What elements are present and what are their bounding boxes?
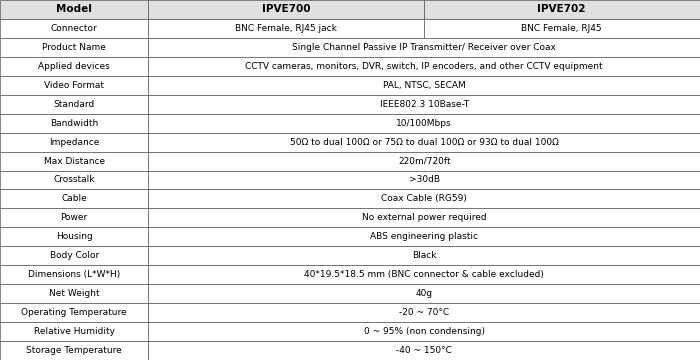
Text: Relative Humidity: Relative Humidity bbox=[34, 327, 115, 336]
Bar bbox=[148, 341, 700, 360]
Bar bbox=[148, 228, 700, 246]
Bar bbox=[0, 246, 148, 265]
Bar bbox=[148, 265, 700, 284]
Text: Black: Black bbox=[412, 251, 437, 260]
Bar bbox=[148, 76, 700, 95]
Text: 40*19.5*18.5 mm (BNC connector & cable excluded): 40*19.5*18.5 mm (BNC connector & cable e… bbox=[304, 270, 544, 279]
Text: Video Format: Video Format bbox=[44, 81, 104, 90]
Bar bbox=[148, 95, 700, 114]
Bar bbox=[0, 152, 148, 171]
Bar bbox=[148, 171, 700, 189]
Text: Net Weight: Net Weight bbox=[49, 289, 99, 298]
Bar bbox=[424, 19, 700, 38]
Text: Max Distance: Max Distance bbox=[43, 157, 105, 166]
Bar bbox=[0, 341, 148, 360]
Bar bbox=[148, 57, 700, 76]
Bar bbox=[148, 132, 700, 152]
Bar bbox=[0, 114, 148, 132]
Bar bbox=[148, 208, 700, 228]
Text: Bandwidth: Bandwidth bbox=[50, 119, 98, 128]
Text: Operating Temperature: Operating Temperature bbox=[22, 308, 127, 317]
Bar bbox=[148, 114, 700, 132]
Bar bbox=[424, 0, 700, 19]
Bar bbox=[0, 171, 148, 189]
Text: Impedance: Impedance bbox=[49, 138, 99, 147]
Text: 40g: 40g bbox=[416, 289, 433, 298]
Bar bbox=[0, 0, 148, 19]
Text: Product Name: Product Name bbox=[42, 43, 106, 52]
Text: Connector: Connector bbox=[51, 24, 97, 33]
Text: CCTV cameras, monitors, DVR, switch, IP encoders, and other CCTV equipment: CCTV cameras, monitors, DVR, switch, IP … bbox=[246, 62, 603, 71]
Bar bbox=[148, 152, 700, 171]
Text: No external power required: No external power required bbox=[362, 213, 486, 222]
Text: Power: Power bbox=[61, 213, 88, 222]
Bar bbox=[148, 0, 424, 19]
Text: Model: Model bbox=[56, 4, 92, 14]
Text: 10/100Mbps: 10/100Mbps bbox=[396, 119, 452, 128]
Bar bbox=[0, 57, 148, 76]
Text: 0 ~ 95% (non condensing): 0 ~ 95% (non condensing) bbox=[364, 327, 484, 336]
Bar bbox=[0, 265, 148, 284]
Text: Dimensions (L*W*H): Dimensions (L*W*H) bbox=[28, 270, 120, 279]
Text: BNC Female, RJ45: BNC Female, RJ45 bbox=[522, 24, 602, 33]
Text: >30dB: >30dB bbox=[409, 175, 440, 184]
Bar bbox=[148, 38, 700, 57]
Bar bbox=[148, 322, 700, 341]
Bar bbox=[0, 284, 148, 303]
Text: Body Color: Body Color bbox=[50, 251, 99, 260]
Text: BNC Female, RJ45 jack: BNC Female, RJ45 jack bbox=[235, 24, 337, 33]
Bar bbox=[0, 19, 148, 38]
Text: IPVE702: IPVE702 bbox=[538, 4, 586, 14]
Bar bbox=[0, 38, 148, 57]
Bar bbox=[0, 303, 148, 322]
Bar bbox=[148, 189, 700, 208]
Text: IEEE802.3 10Base-T: IEEE802.3 10Base-T bbox=[379, 100, 469, 109]
Text: -20 ~ 70°C: -20 ~ 70°C bbox=[399, 308, 449, 317]
Text: PAL, NTSC, SECAM: PAL, NTSC, SECAM bbox=[383, 81, 466, 90]
Text: 220m/720ft: 220m/720ft bbox=[398, 157, 451, 166]
Text: Applied devices: Applied devices bbox=[38, 62, 110, 71]
Text: Coax Cable (RG59): Coax Cable (RG59) bbox=[382, 194, 467, 203]
Bar bbox=[148, 19, 424, 38]
Bar bbox=[0, 76, 148, 95]
Text: Standard: Standard bbox=[54, 100, 94, 109]
Text: Crosstalk: Crosstalk bbox=[53, 175, 95, 184]
Bar bbox=[0, 322, 148, 341]
Text: 50Ω to dual 100Ω or 75Ω to dual 100Ω or 93Ω to dual 100Ω: 50Ω to dual 100Ω or 75Ω to dual 100Ω or … bbox=[290, 138, 559, 147]
Text: Cable: Cable bbox=[62, 194, 87, 203]
Text: IPVE700: IPVE700 bbox=[262, 4, 310, 14]
Text: Storage Temperature: Storage Temperature bbox=[27, 346, 122, 355]
Text: Housing: Housing bbox=[56, 232, 92, 241]
Bar bbox=[0, 189, 148, 208]
Bar bbox=[0, 228, 148, 246]
Bar bbox=[148, 246, 700, 265]
Text: ABS engineering plastic: ABS engineering plastic bbox=[370, 232, 478, 241]
Text: -40 ~ 150°C: -40 ~ 150°C bbox=[396, 346, 452, 355]
Bar bbox=[148, 303, 700, 322]
Bar bbox=[148, 284, 700, 303]
Bar bbox=[0, 208, 148, 228]
Text: Single Channel Passive IP Transmitter/ Receiver over Coax: Single Channel Passive IP Transmitter/ R… bbox=[293, 43, 556, 52]
Bar bbox=[0, 132, 148, 152]
Bar bbox=[0, 95, 148, 114]
